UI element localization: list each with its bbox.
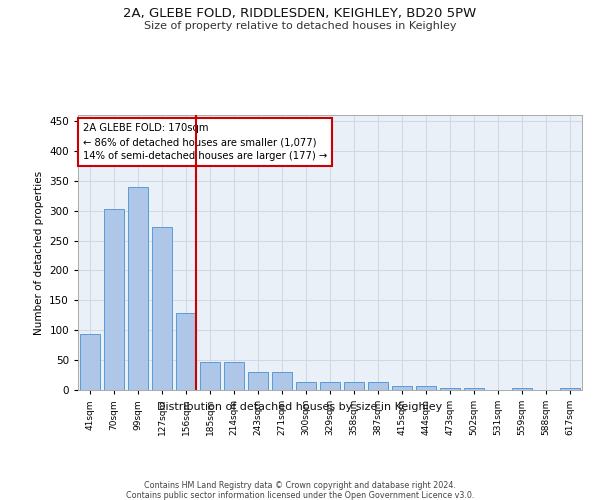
Bar <box>224 362 244 390</box>
Bar <box>152 228 172 390</box>
Bar <box>248 372 268 390</box>
Bar <box>80 334 100 390</box>
Bar <box>440 388 460 390</box>
Bar <box>200 362 220 390</box>
Bar <box>176 314 196 390</box>
Bar <box>128 186 148 390</box>
Bar <box>512 388 532 390</box>
Bar <box>392 386 412 390</box>
Bar <box>344 382 364 390</box>
Bar <box>272 372 292 390</box>
Bar <box>296 382 316 390</box>
Y-axis label: Number of detached properties: Number of detached properties <box>34 170 44 334</box>
Bar <box>560 388 580 390</box>
Bar <box>104 210 124 390</box>
Text: Distribution of detached houses by size in Keighley: Distribution of detached houses by size … <box>157 402 443 412</box>
Text: Contains HM Land Registry data © Crown copyright and database right 2024.: Contains HM Land Registry data © Crown c… <box>144 481 456 490</box>
Text: 2A, GLEBE FOLD, RIDDLESDEN, KEIGHLEY, BD20 5PW: 2A, GLEBE FOLD, RIDDLESDEN, KEIGHLEY, BD… <box>124 8 476 20</box>
Text: Size of property relative to detached houses in Keighley: Size of property relative to detached ho… <box>144 21 456 31</box>
Text: Contains public sector information licensed under the Open Government Licence v3: Contains public sector information licen… <box>126 491 474 500</box>
Text: 2A GLEBE FOLD: 170sqm
← 86% of detached houses are smaller (1,077)
14% of semi-d: 2A GLEBE FOLD: 170sqm ← 86% of detached … <box>83 123 327 161</box>
Bar <box>368 382 388 390</box>
Bar <box>416 386 436 390</box>
Bar <box>320 382 340 390</box>
Bar <box>464 388 484 390</box>
